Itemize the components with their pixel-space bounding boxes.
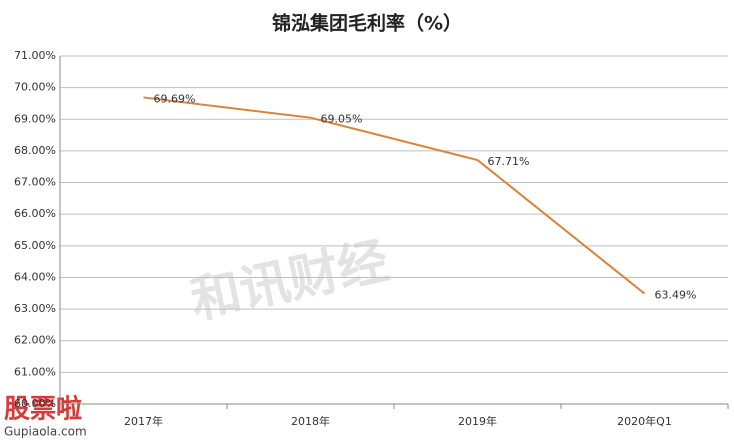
data-label: 67.71% bbox=[488, 155, 530, 168]
chart-title: 锦泓集团毛利率（%） bbox=[272, 12, 462, 35]
x-tick-label: 2017年 bbox=[124, 414, 163, 428]
data-label: 63.49% bbox=[655, 289, 697, 302]
y-tick-label: 65.00% bbox=[14, 239, 56, 252]
y-tick-label: 69.00% bbox=[14, 112, 56, 125]
watermark-url: Gupiaola.com bbox=[4, 425, 87, 439]
x-tick-label: 2018年 bbox=[291, 414, 330, 428]
y-tick-label: 66.00% bbox=[14, 207, 56, 220]
x-tick-label: 2020年Q1 bbox=[617, 414, 672, 428]
y-tick-label: 63.00% bbox=[14, 302, 56, 315]
y-tick-label: 71.00% bbox=[14, 49, 56, 62]
y-tick-label: 62.00% bbox=[14, 334, 56, 347]
y-tick-label: 60.00% bbox=[14, 397, 56, 410]
y-tick-label: 61.00% bbox=[14, 365, 56, 378]
y-tick-label: 67.00% bbox=[14, 176, 56, 189]
y-tick-label: 70.00% bbox=[14, 81, 56, 94]
data-label: 69.69% bbox=[154, 92, 196, 105]
watermark-logo: 股票啦 bbox=[4, 394, 82, 425]
y-tick-label: 64.00% bbox=[14, 270, 56, 283]
y-tick-label: 68.00% bbox=[14, 144, 56, 157]
data-label: 69.05% bbox=[321, 113, 363, 126]
x-tick-label: 2019年 bbox=[458, 414, 497, 428]
line-series bbox=[143, 96, 646, 295]
